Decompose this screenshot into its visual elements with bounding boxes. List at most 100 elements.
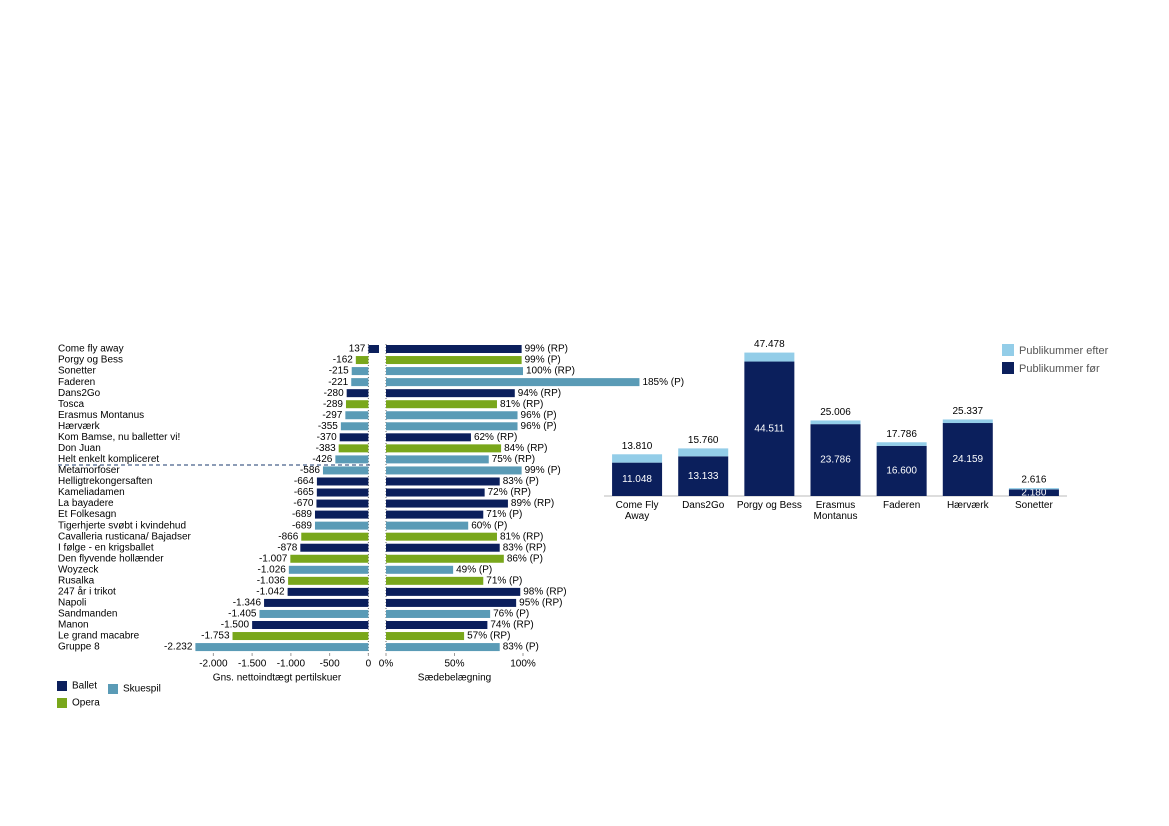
category-label: Come Fly Away xyxy=(615,500,659,522)
category-label: Don Juan xyxy=(58,443,101,454)
bar xyxy=(386,499,508,508)
bar xyxy=(386,389,515,398)
category-label: Gruppe 8 xyxy=(58,642,100,653)
category-label: La bayadere xyxy=(58,498,114,509)
bar xyxy=(386,587,521,596)
bar xyxy=(288,576,369,585)
x-axis-title: Sædebelægning xyxy=(418,673,491,684)
bar xyxy=(386,510,484,519)
value-label: 99% (P) xyxy=(525,465,561,476)
category-label: Le grand macabre xyxy=(58,631,140,642)
bar xyxy=(386,565,454,574)
bar xyxy=(386,356,522,365)
value-label: -689 xyxy=(292,509,312,520)
bar xyxy=(386,466,522,475)
bar xyxy=(386,455,489,464)
x-axis-title: Gns. nettoindtægt pertilskuer xyxy=(213,673,342,684)
value-label: -370 xyxy=(317,432,337,443)
category-label: Helligtrekongersaften xyxy=(58,476,153,487)
bar xyxy=(316,488,369,497)
value-label: 57% (RP) xyxy=(467,631,510,642)
value-label: -1.405 xyxy=(228,609,257,620)
value-label: -1.042 xyxy=(256,587,285,598)
bar xyxy=(386,367,523,376)
bar xyxy=(264,598,369,607)
value-label: -1.026 xyxy=(258,564,287,575)
value-label: -866 xyxy=(278,531,298,542)
bar xyxy=(287,587,369,596)
x-tick-label: 0 xyxy=(366,659,372,670)
value-label: 71% (P) xyxy=(486,575,522,586)
bar xyxy=(386,477,500,486)
value-label: 75% (RP) xyxy=(492,454,535,465)
x-tick-label: -500 xyxy=(320,659,340,670)
bar xyxy=(335,455,369,464)
legend-label: Ballet xyxy=(72,681,97,692)
value-label: 60% (P) xyxy=(471,520,507,531)
value-label: -426 xyxy=(312,454,332,465)
bar-segment xyxy=(942,423,993,496)
category-label: Faderen xyxy=(883,500,921,511)
category-label: Erasmus Montanus xyxy=(58,410,144,421)
total-label: 15.760 xyxy=(688,435,719,446)
bar xyxy=(386,632,465,641)
category-label: Porgy og Bess xyxy=(58,355,123,366)
bar-segment xyxy=(744,361,795,496)
bar xyxy=(386,411,518,420)
total-label: 2.616 xyxy=(1021,475,1046,486)
category-label: I følge - en krigsballet xyxy=(58,542,154,553)
category-label: Den flyvende hollænder xyxy=(58,553,164,564)
segment-label: 44.511 xyxy=(754,423,784,434)
value-label: -215 xyxy=(329,366,349,377)
value-label: 100% (RP) xyxy=(526,366,575,377)
bar xyxy=(345,411,369,420)
category-label: Kom Bamse, nu balletter vi! xyxy=(58,432,180,443)
bar-segment xyxy=(810,420,861,425)
bar-segment xyxy=(612,462,663,496)
category-label: Manon xyxy=(58,620,89,631)
x-tick-label: 100% xyxy=(510,659,536,670)
bar-segment xyxy=(942,419,993,424)
bar xyxy=(386,598,517,607)
x-tick-label: 0% xyxy=(379,659,394,670)
value-label: 84% (RP) xyxy=(504,443,547,454)
bar-segment xyxy=(876,442,927,446)
category-label: Metamorfoser xyxy=(58,465,120,476)
bar-segment xyxy=(678,456,729,496)
legend-swatch xyxy=(57,698,67,708)
bar xyxy=(301,532,369,541)
x-tick-label: -2.000 xyxy=(199,659,228,670)
value-label: 72% (RP) xyxy=(488,487,531,498)
category-label: Kameliadamen xyxy=(58,487,125,498)
legend-swatch xyxy=(1002,344,1014,356)
value-label: -1.036 xyxy=(257,575,286,586)
value-label: 89% (RP) xyxy=(511,498,554,509)
bar xyxy=(386,422,518,431)
bar xyxy=(386,576,484,585)
bar xyxy=(290,554,369,563)
category-label: Tigerhjerte svøbt i kvindehud xyxy=(58,520,186,531)
category-label: Helt enkelt kompliceret xyxy=(58,454,159,465)
category-label: Dans2Go xyxy=(682,500,725,511)
legend-swatch xyxy=(57,681,67,691)
category-label: Sonetter xyxy=(1015,500,1053,511)
value-label: 99% (RP) xyxy=(525,344,568,355)
value-label: -289 xyxy=(323,399,343,410)
value-label: -1.346 xyxy=(233,598,262,609)
legend-label: Skuespil xyxy=(123,684,161,695)
bar xyxy=(386,444,502,453)
bar xyxy=(314,521,369,530)
bar xyxy=(386,400,497,409)
bar xyxy=(386,378,640,387)
value-label: -689 xyxy=(292,520,312,531)
value-label: -1.753 xyxy=(201,631,230,642)
value-label: 137 xyxy=(349,344,366,355)
bar xyxy=(252,621,369,629)
value-label: 86% (P) xyxy=(507,553,543,564)
legend-swatch xyxy=(108,684,118,694)
bar xyxy=(351,367,369,376)
value-label: -355 xyxy=(318,421,338,432)
segment-label: 16.600 xyxy=(886,466,917,477)
